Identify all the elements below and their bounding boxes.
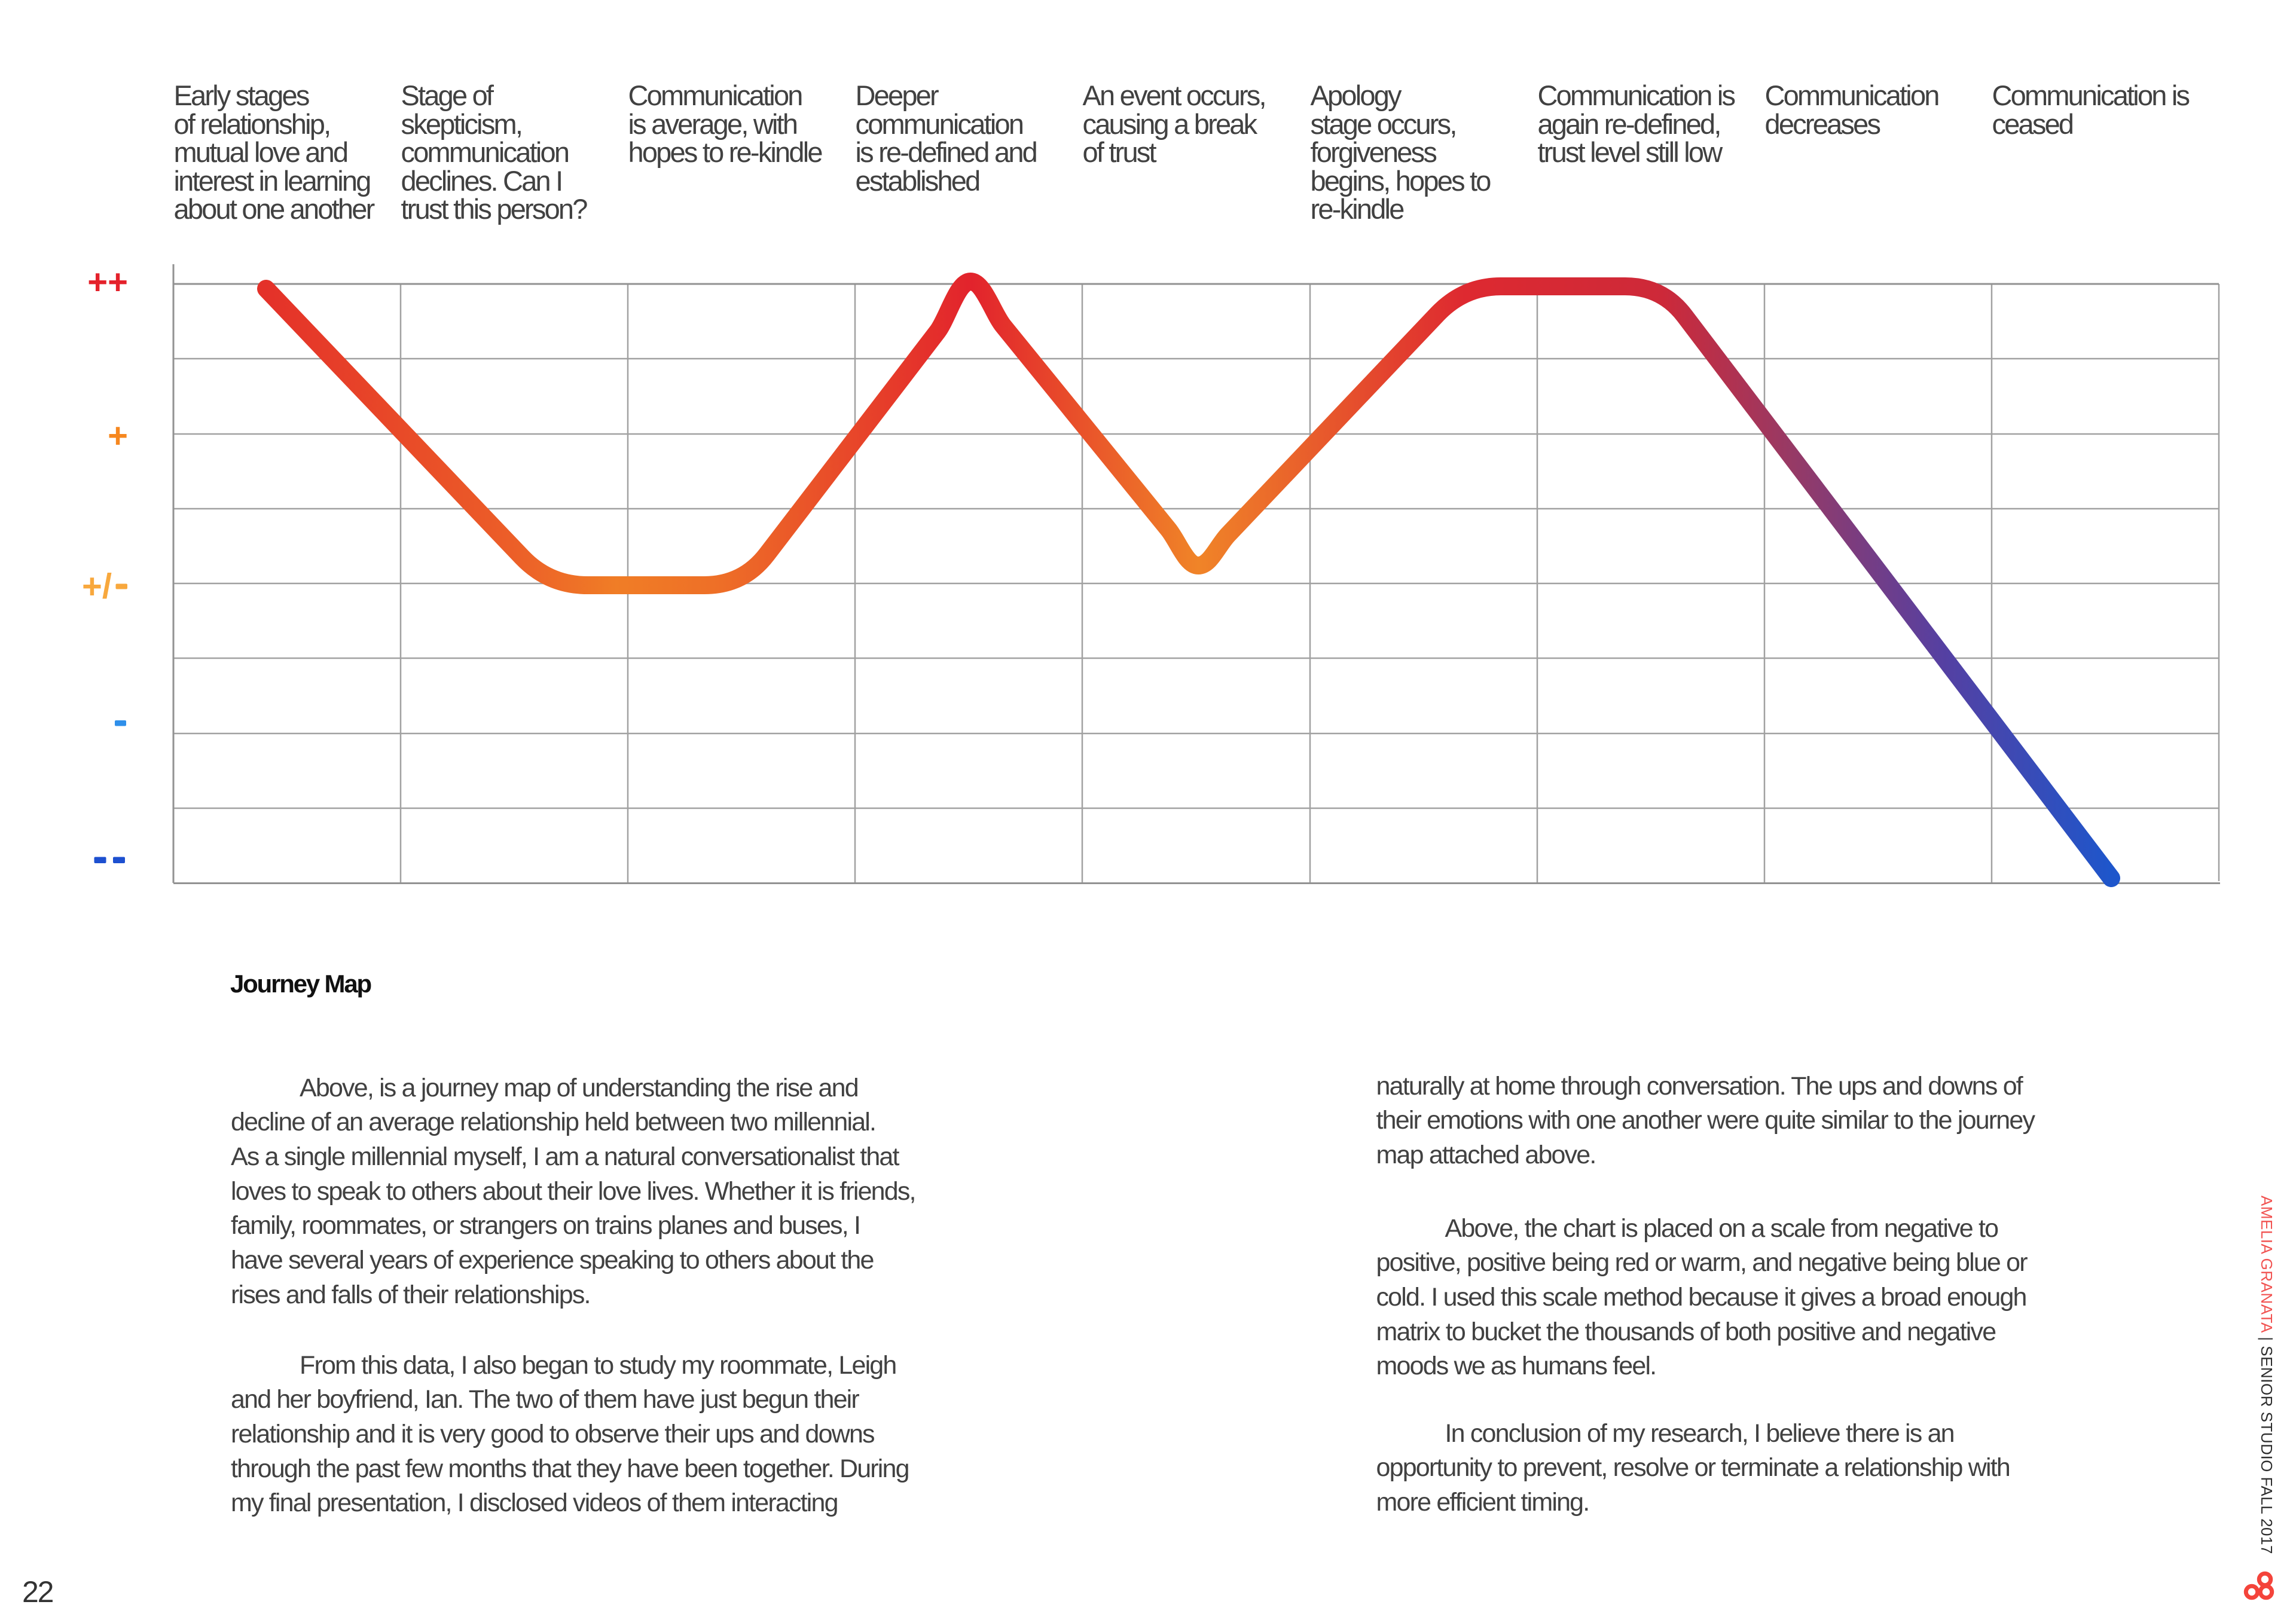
svg-text:++: ++: [87, 263, 128, 302]
svg-text:+/: +/: [82, 567, 112, 606]
svg-text:+: +: [108, 417, 128, 456]
